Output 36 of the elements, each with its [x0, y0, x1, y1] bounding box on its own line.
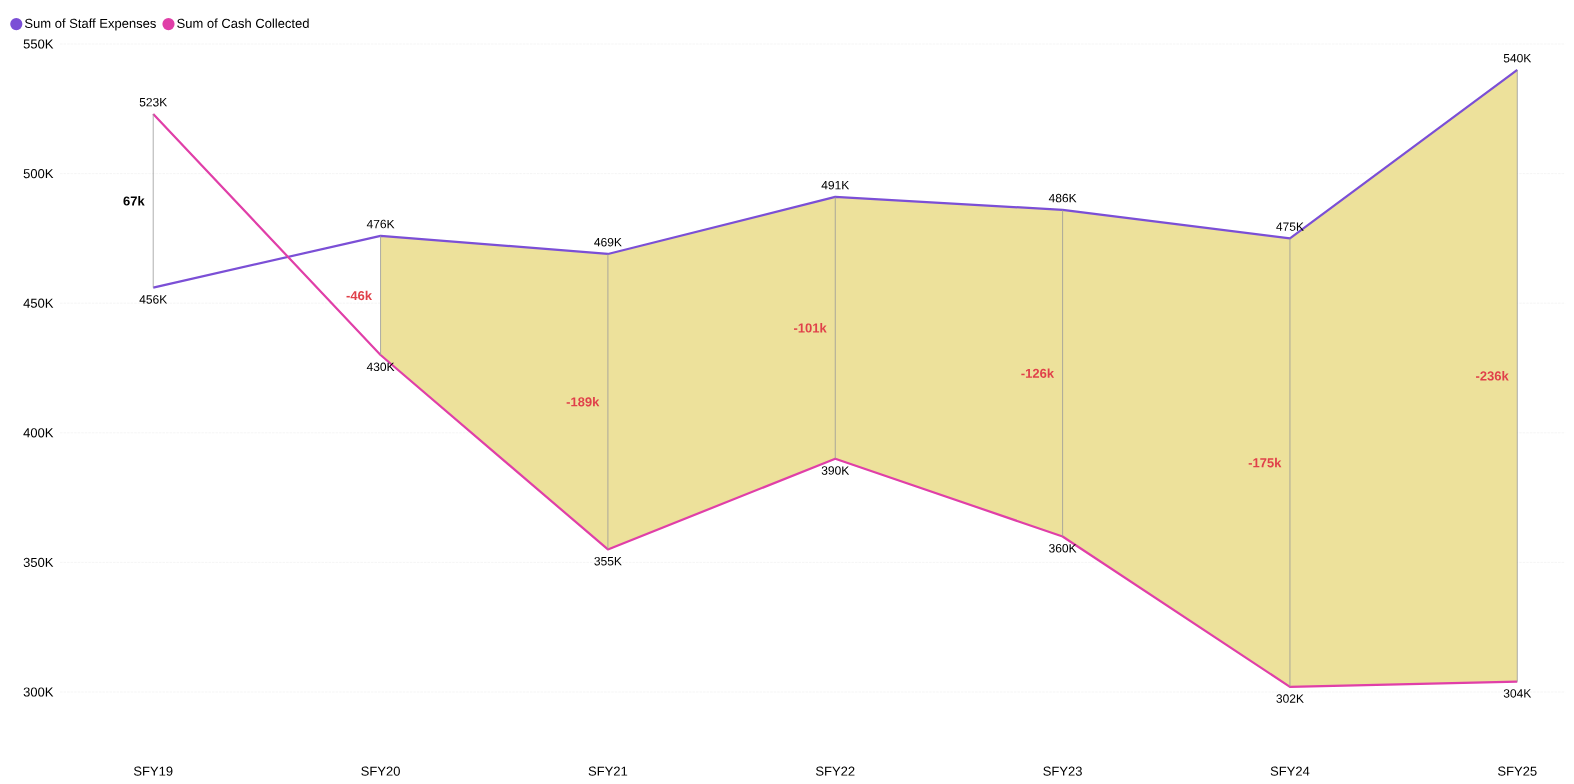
- y-tick-label: 400K: [23, 428, 54, 438]
- x-tick-label: SFY25: [1498, 766, 1537, 776]
- data-label: 486K: [1048, 193, 1077, 203]
- x-tick-label: SFY19: [133, 766, 173, 776]
- data-label: 430K: [366, 362, 395, 372]
- legend-label: Sum of Cash Collected: [177, 18, 309, 28]
- y-tick-label: 300K: [23, 687, 54, 697]
- legend-label: Sum of Staff Expenses: [24, 18, 156, 31]
- data-label: 476K: [366, 219, 395, 229]
- data-label: 304K: [1503, 689, 1532, 698]
- x-tick-label: SFY22: [815, 766, 855, 776]
- data-label: 469K: [594, 237, 622, 247]
- data-label: 390K: [821, 466, 850, 475]
- data-label: 540K: [1503, 53, 1532, 63]
- data-label: 360K: [1049, 544, 1077, 553]
- data-label: 355K: [594, 556, 622, 566]
- y-tick-label: 550K: [23, 39, 54, 49]
- annotation: -101k: [793, 323, 827, 333]
- x-tick-label: SFY23: [1043, 766, 1082, 776]
- data-label: 475K: [1276, 222, 1304, 231]
- x-tick-label: SFY24: [1270, 766, 1310, 776]
- annotation: -175k: [1248, 457, 1282, 468]
- data-label: 491K: [821, 180, 850, 190]
- annotation: 67k: [123, 196, 145, 206]
- data-label: 302K: [1276, 694, 1304, 703]
- y-tick-label: 350K: [23, 557, 54, 567]
- x-tick-label: SFY21: [588, 766, 628, 776]
- annotation: -236k: [1476, 370, 1509, 381]
- data-label: 523K: [139, 97, 168, 107]
- y-tick-label: 500K: [23, 168, 54, 179]
- annotation: -46k: [346, 290, 373, 301]
- annotation: -126k: [1021, 368, 1055, 378]
- x-tick-label: SFY20: [361, 766, 400, 776]
- data-label: 456K: [139, 295, 168, 304]
- annotation: -189k: [566, 396, 600, 407]
- y-tick-label: 450K: [23, 298, 54, 308]
